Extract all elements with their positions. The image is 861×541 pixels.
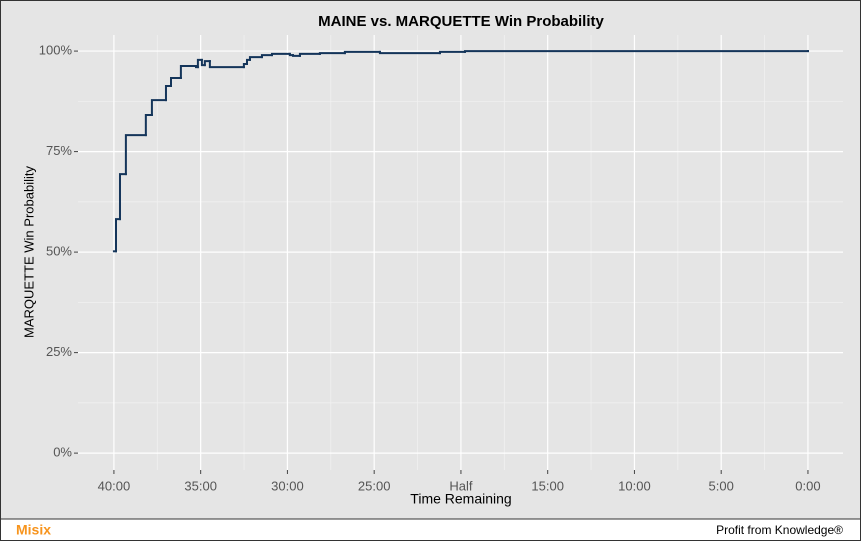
step-segment (179, 64, 197, 80)
y-tick-label: 100% (39, 43, 73, 58)
x-tick-label: 5:00 (709, 478, 734, 493)
step-segment (438, 50, 466, 55)
step-segment (203, 60, 211, 67)
step-segment (124, 134, 147, 176)
step-segment (288, 52, 294, 57)
step-segment (164, 85, 173, 102)
step-segment (298, 52, 321, 57)
y-tick-label: 25% (46, 344, 72, 359)
step-segment (318, 52, 346, 55)
y-axis-label: MARQUETTE Win Probability (21, 166, 36, 338)
y-tick-label: 0% (53, 445, 72, 460)
step-segment (114, 218, 121, 253)
x-tick-label: 10:00 (618, 478, 651, 493)
step-segment (150, 99, 167, 117)
chart-title: MAINE vs. MARQUETTE Win Probability (318, 13, 604, 30)
brand: Misix (16, 522, 51, 538)
x-tick-label: 30:00 (271, 478, 304, 493)
x-axis-label: Time Remaining (410, 491, 511, 507)
step-segment (260, 54, 273, 59)
step-segment (248, 56, 263, 61)
x-tick-label: 0:00 (795, 478, 820, 493)
footer-bar (1, 519, 860, 540)
step-segment (242, 62, 248, 69)
x-tick-label: 25:00 (358, 478, 391, 493)
step-segment (270, 52, 291, 57)
y-tick-label: 50% (46, 244, 72, 259)
step-segment (208, 60, 245, 69)
step-segment (118, 173, 127, 221)
step-segment (343, 50, 381, 55)
step-segment (463, 50, 809, 53)
step-segment (196, 58, 203, 69)
y-tick-label: 75% (46, 143, 72, 158)
x-tick-label: 40:00 (98, 478, 131, 493)
tagline: Profit from Knowledge® (716, 523, 843, 537)
x-tick-label: 15:00 (531, 478, 564, 493)
step-segment (144, 114, 153, 137)
step-segment (378, 50, 441, 55)
x-tick-label: 35:00 (184, 478, 217, 493)
x-tick-label: Half (449, 478, 473, 493)
step-segment (170, 77, 182, 88)
step-segment (291, 54, 301, 57)
